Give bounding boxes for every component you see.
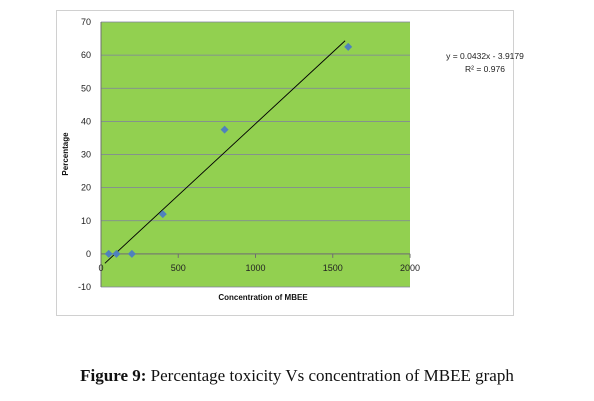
x-tick-label: 0 xyxy=(98,263,103,273)
y-tick-label: 0 xyxy=(86,249,91,259)
data-points xyxy=(104,42,353,258)
y-tick-label: 30 xyxy=(81,150,91,160)
chart-frame xyxy=(56,10,514,316)
trendline-equation: y = 0.0432x - 3.9179 xyxy=(446,51,524,61)
y-axis-title: Percentage xyxy=(61,132,70,176)
data-point xyxy=(127,249,136,258)
x-tick-labels: 0 500 1000 1500 2000 xyxy=(98,263,420,273)
x-tick-label: 2000 xyxy=(400,263,420,273)
x-tick-label: 1500 xyxy=(323,263,343,273)
x-tick-label: 1000 xyxy=(245,263,265,273)
y-tick-label: -10 xyxy=(78,282,91,292)
data-point xyxy=(220,125,229,134)
x-axis-title: Concentration of MBEE xyxy=(218,293,308,302)
figure-caption: Figure 9: Percentage toxicity Vs concent… xyxy=(0,366,594,386)
data-point xyxy=(104,249,113,258)
scatter-chart: -10 0 10 20 30 40 50 60 70 0 500 1000 1500 2000 Conc… xyxy=(61,17,524,302)
x-tick-label: 500 xyxy=(171,263,186,273)
y-tick-label: 60 xyxy=(81,50,91,60)
y-tick-labels: -10 0 10 20 30 40 50 60 70 xyxy=(78,17,91,292)
y-tick-label: 40 xyxy=(81,116,91,126)
y-tick-label: 20 xyxy=(81,183,91,193)
y-tick-label: 10 xyxy=(81,216,91,226)
trendline xyxy=(104,40,346,264)
r-squared-label: R² = 0.976 xyxy=(465,64,505,74)
figure-caption-text: Percentage toxicity Vs concentration of … xyxy=(146,366,514,385)
y-tick-label: 50 xyxy=(81,83,91,93)
data-point xyxy=(344,42,353,51)
figure-label: Figure 9: xyxy=(80,366,147,385)
data-point xyxy=(158,210,167,219)
y-tick-label: 70 xyxy=(81,17,91,27)
axes xyxy=(100,22,411,287)
data-point xyxy=(112,249,121,258)
trendline-line xyxy=(104,40,346,264)
